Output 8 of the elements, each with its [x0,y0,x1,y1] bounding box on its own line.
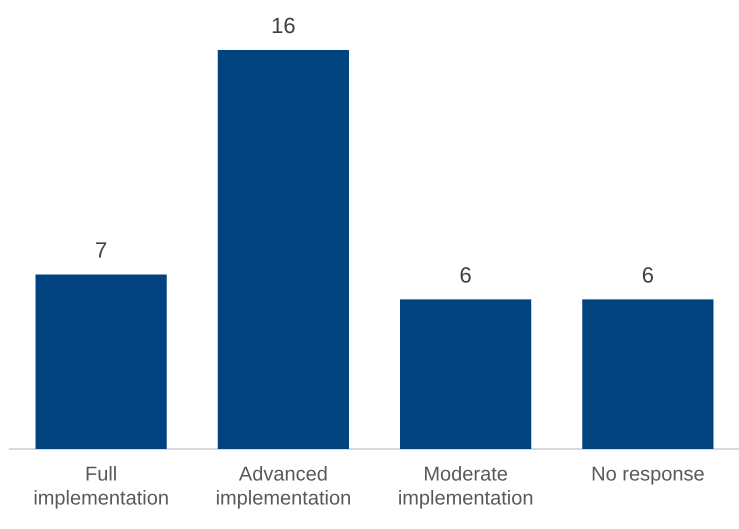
data-label: 16 [271,13,296,38]
data-label: 6 [642,262,654,288]
data-label: 6 [460,262,472,288]
x-tick-label: Moderate implementation [398,464,534,510]
x-tick-label: No response [591,464,705,486]
data-label: 7 [95,238,108,262]
x-tick-label: Full implementation [33,464,169,510]
x-tick-label: Advanced implementation [216,464,352,510]
